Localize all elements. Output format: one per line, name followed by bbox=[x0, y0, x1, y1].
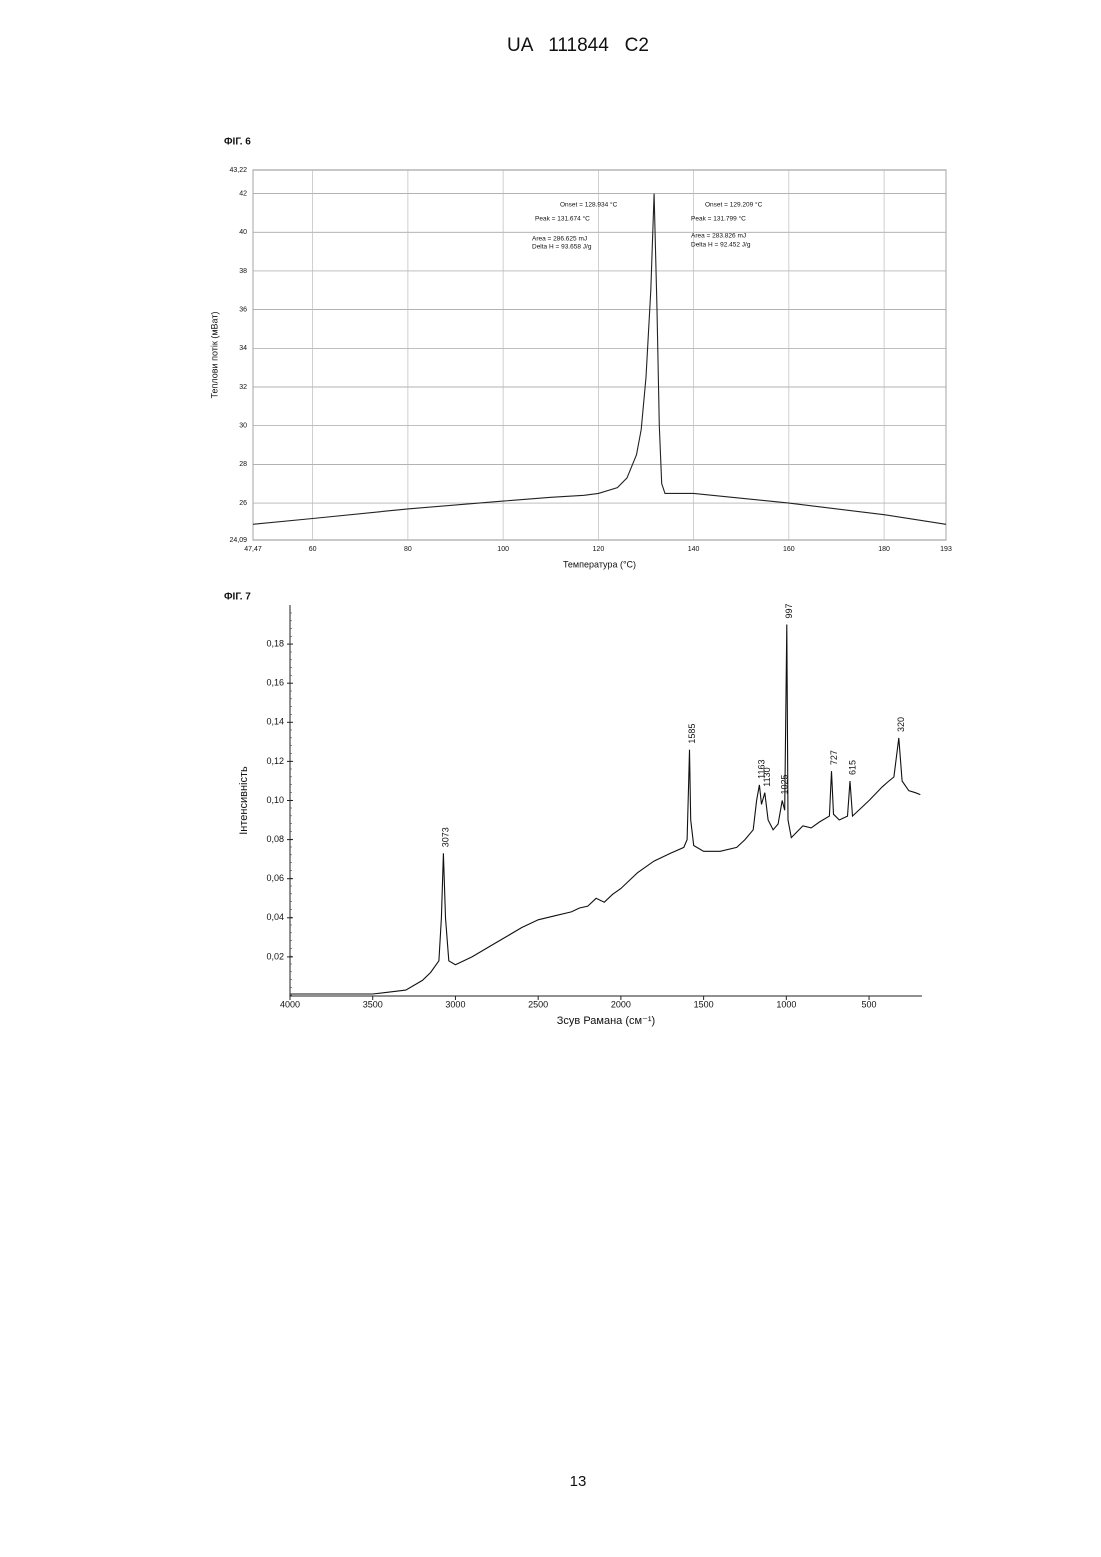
x-axis-label: Зсув Рамана (см⁻¹) bbox=[557, 1015, 655, 1027]
x-tick-label: 4000 bbox=[280, 999, 300, 1009]
x-axis-label: Температура (°C) bbox=[563, 559, 636, 569]
y-tick-label: 0,14 bbox=[266, 717, 284, 727]
y-tick-label: 0,10 bbox=[266, 795, 284, 805]
y-tick-label: 0,18 bbox=[266, 638, 284, 648]
peak-label: 997 bbox=[784, 604, 794, 619]
y-tick-label: 0,06 bbox=[266, 873, 284, 883]
x-tick-label: 80 bbox=[404, 546, 412, 553]
y-tick-label: 0,16 bbox=[266, 678, 284, 688]
y-axis-label: Теплови потік (мВат) bbox=[209, 312, 219, 399]
peak-label: 1585 bbox=[687, 724, 697, 744]
annotation: Onset = 128.934 °C bbox=[560, 201, 618, 209]
y-tick-label: 0,08 bbox=[266, 834, 284, 844]
peak-label: 615 bbox=[847, 760, 857, 775]
x-tick-label: 47,47 bbox=[244, 546, 262, 553]
y-tick-label: 42 bbox=[239, 190, 247, 197]
figure-title: ФІГ. 7 bbox=[224, 592, 251, 603]
figure-title: ФІГ. 6 bbox=[224, 137, 251, 148]
y-tick-label: 32 bbox=[239, 384, 247, 391]
y-tick-label: 26 bbox=[239, 500, 247, 507]
annotation: Peak = 131.799 °C bbox=[691, 215, 746, 223]
x-tick-label: 160 bbox=[783, 546, 795, 553]
x-tick-label: 60 bbox=[309, 546, 317, 553]
x-tick-label: 3500 bbox=[363, 999, 383, 1009]
x-tick-label: 100 bbox=[497, 546, 509, 553]
peak-label: 320 bbox=[896, 717, 906, 732]
x-tick-label: 1500 bbox=[694, 999, 714, 1009]
page-number: 13 bbox=[570, 1473, 587, 1490]
annotation: Delta H = 93.658 J/g bbox=[532, 244, 592, 251]
annotation: Area = 283.826 mJ bbox=[691, 233, 746, 240]
peak-label: 3073 bbox=[441, 827, 451, 847]
page: UA 111844 C2 13 ФІГ. 6 24,09 26 28 30 32 34 36 3… bbox=[0, 0, 1101, 1557]
x-tick-label: 193 bbox=[940, 546, 952, 553]
x-tick-label: 1000 bbox=[776, 999, 796, 1009]
annotation: Delta H = 92.452 J/g bbox=[691, 242, 751, 249]
y-tick-label: 34 bbox=[239, 345, 247, 352]
y-tick-label: 0,04 bbox=[266, 912, 284, 922]
annotation: Area = 286.625 mJ bbox=[532, 236, 587, 243]
y-tick-label: 24,09 bbox=[229, 537, 247, 544]
y-tick-label: 0,02 bbox=[266, 951, 284, 961]
data-line bbox=[253, 194, 946, 525]
y-tick-label: 28 bbox=[239, 461, 247, 468]
x-tick-label: 180 bbox=[878, 546, 890, 553]
x-tick-label: 2000 bbox=[611, 999, 631, 1009]
peak-label: 1130 bbox=[762, 767, 772, 786]
y-tick-label: 38 bbox=[239, 268, 247, 275]
x-tick-label: 3000 bbox=[445, 999, 465, 1009]
x-tick-label: 500 bbox=[862, 999, 877, 1009]
annotation: Peak = 131.674 °C bbox=[535, 215, 590, 223]
y-tick-label: 43,22 bbox=[229, 167, 247, 174]
header: UA 111844 C2 bbox=[507, 35, 649, 56]
plot-frame bbox=[253, 170, 946, 540]
y-tick-label: 40 bbox=[239, 229, 247, 236]
y-tick-label: 36 bbox=[239, 306, 247, 313]
annotation: Onset = 129.209 °C bbox=[705, 201, 763, 209]
y-tick-label: 30 bbox=[239, 423, 247, 430]
x-tick-label: 2500 bbox=[528, 999, 548, 1009]
peak-label: 727 bbox=[829, 750, 839, 765]
peak-label: 1025 bbox=[780, 774, 790, 794]
data-line bbox=[290, 625, 920, 995]
y-axis-label: Інтенсивність bbox=[238, 766, 250, 835]
x-tick-label: 140 bbox=[688, 546, 700, 553]
x-tick-label: 120 bbox=[593, 546, 605, 553]
y-tick-label: 0,12 bbox=[266, 756, 284, 766]
